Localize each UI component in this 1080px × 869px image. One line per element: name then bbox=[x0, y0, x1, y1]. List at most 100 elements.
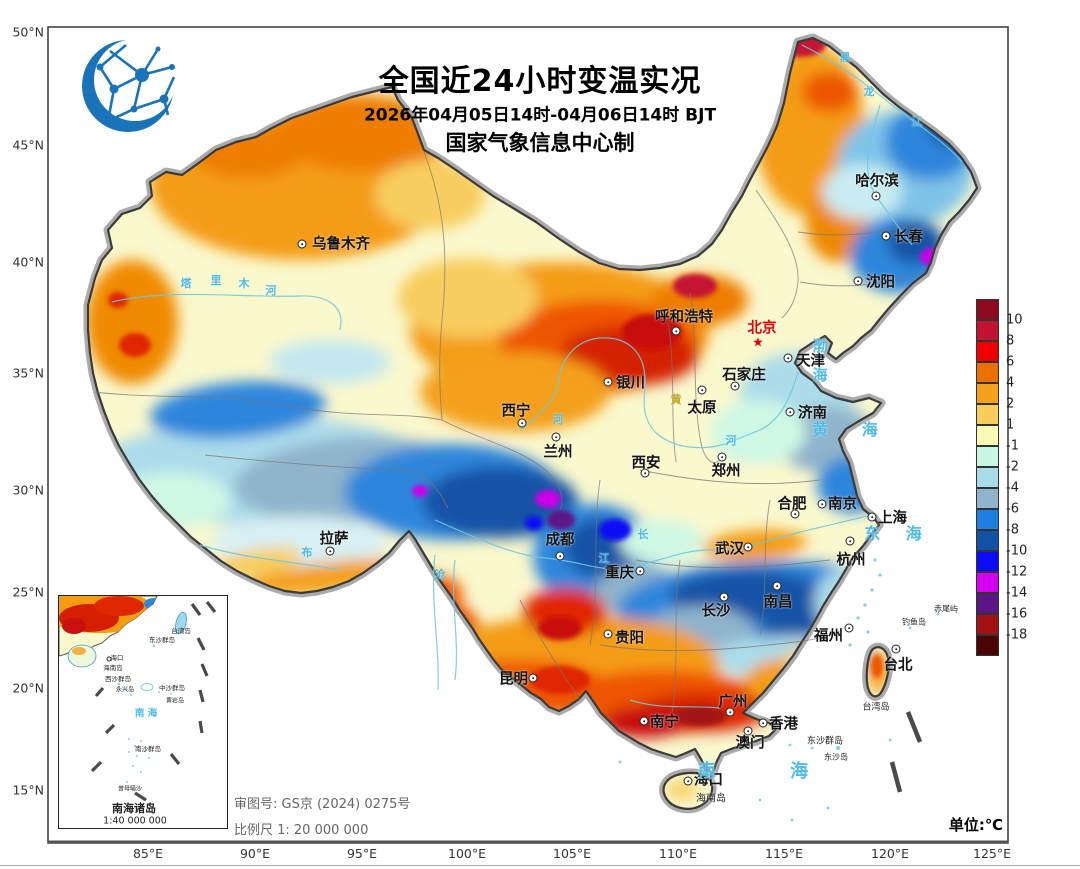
city-dot-marker bbox=[785, 407, 795, 417]
city-dot-marker bbox=[783, 353, 793, 363]
legend-tick-label: -1 bbox=[1006, 438, 1019, 454]
city-dot-marker bbox=[817, 499, 827, 509]
city-label: 武汉 bbox=[715, 541, 744, 558]
legend-tick-label: -8 bbox=[1006, 522, 1019, 538]
city-label: 上海 bbox=[878, 510, 907, 527]
city-label: 太原 bbox=[687, 400, 717, 417]
lat-tick-label: 25°N bbox=[12, 584, 44, 600]
lon-tick-label: 125°E bbox=[972, 846, 1012, 861]
lat-tick-label: 30°N bbox=[12, 482, 44, 498]
island-label: 东沙群岛 bbox=[806, 736, 844, 747]
city-label: 昆明 bbox=[499, 671, 528, 688]
page-title: 全国近24小时变温实况 bbox=[378, 64, 702, 99]
legend-tick-label: 2 bbox=[1006, 396, 1015, 412]
legend-color-cell bbox=[976, 551, 999, 572]
city-dot-marker bbox=[891, 644, 901, 654]
city-label: 合肥 bbox=[777, 496, 807, 513]
legend-color-cell bbox=[976, 635, 999, 656]
river-label-char: 塔 bbox=[180, 277, 192, 290]
legend-tick-label: -16 bbox=[1006, 606, 1028, 622]
city-label: 长春 bbox=[894, 229, 923, 246]
lat-tick-label: 45°N bbox=[12, 137, 44, 153]
island-label: 钓鱼岛 bbox=[902, 617, 926, 627]
inset-island-label: 台湾岛 bbox=[171, 627, 191, 635]
city-dot-marker bbox=[683, 776, 693, 786]
inset-island-label: 东沙群岛 bbox=[149, 636, 175, 644]
city-label: 天津 bbox=[796, 353, 825, 370]
city-dot-marker bbox=[719, 592, 729, 602]
city-label: 台北 bbox=[883, 657, 913, 674]
city-dot-marker bbox=[551, 432, 561, 442]
south-china-sea-inset: 南海诸岛 1:40 000 000 台湾岛 东沙群岛 海口 海南岛 西沙群岛 永兴岛 中沙群… bbox=[58, 595, 228, 829]
river-label-char: 黑 bbox=[839, 51, 851, 64]
legend-color-cell bbox=[976, 341, 999, 362]
river-label-char: 里 bbox=[210, 274, 222, 287]
legend-tick-label: 6 bbox=[1006, 354, 1015, 370]
city-label: 呼和浩特 bbox=[655, 309, 713, 326]
inset-island-label: 西沙群岛 bbox=[105, 675, 131, 683]
city-label: 杭州 bbox=[836, 552, 866, 569]
legend-tick-label: -18 bbox=[1006, 627, 1028, 643]
city-label: 兰州 bbox=[543, 444, 573, 461]
city-label: 银川 bbox=[616, 375, 645, 392]
city-label: 南宁 bbox=[650, 714, 679, 731]
lat-tick-label: 20°N bbox=[12, 680, 44, 696]
city-dot-marker bbox=[528, 673, 538, 683]
legend-color-cell bbox=[976, 446, 999, 467]
city-label: 广州 bbox=[718, 694, 748, 711]
lon-tick-label: 90°E bbox=[239, 846, 271, 861]
sea-label: 渤海 bbox=[810, 338, 829, 396]
legend-color-cell bbox=[976, 383, 999, 404]
legend-tick-label: 8 bbox=[1006, 333, 1015, 349]
lon-tick-label: 95°E bbox=[346, 846, 378, 861]
city-label: 香港 bbox=[769, 716, 798, 733]
city-label: 乌鲁木齐 bbox=[312, 236, 370, 253]
legend-color-cell bbox=[976, 425, 999, 446]
island-label: 东沙岛 bbox=[824, 752, 848, 762]
lat-tick-label: 40°N bbox=[12, 254, 44, 270]
legend-tick-label: 10 bbox=[1006, 312, 1023, 328]
lat-tick-label: 35°N bbox=[12, 365, 44, 381]
river-label-char: 河 bbox=[265, 284, 277, 297]
legend-color-cell bbox=[976, 467, 999, 488]
river-label-char: 河 bbox=[552, 413, 564, 426]
city-dot-marker bbox=[555, 551, 565, 561]
city-label: 长沙 bbox=[701, 603, 731, 620]
map-scale: 比例尺 1: 20 000 000 bbox=[234, 823, 369, 838]
city-dot-marker bbox=[697, 385, 707, 395]
city-label: 重庆 bbox=[605, 565, 634, 582]
city-dot-marker bbox=[881, 231, 891, 241]
inset-island-label: 曾母暗沙 bbox=[117, 785, 143, 793]
legend-color-cell bbox=[976, 593, 999, 614]
legend-tick-label: 4 bbox=[1006, 375, 1015, 391]
sea-label: 东 海 bbox=[864, 524, 932, 543]
lon-tick-label: 110°E bbox=[658, 846, 698, 861]
city-label: 郑州 bbox=[711, 463, 741, 480]
capital-star-marker: ★ bbox=[752, 335, 764, 351]
city-dot-marker bbox=[671, 326, 681, 336]
city-label: 北京 bbox=[747, 320, 777, 337]
city-label: 南昌 bbox=[763, 594, 793, 611]
city-dot-marker bbox=[772, 581, 782, 591]
city-label: 济南 bbox=[798, 405, 827, 422]
city-dot-marker bbox=[639, 716, 649, 726]
city-dot-marker bbox=[743, 726, 753, 736]
sea-label: 黄 海 bbox=[812, 420, 892, 439]
river-label-char: 长 bbox=[637, 528, 649, 541]
city-dot-marker bbox=[844, 623, 854, 633]
sea-label: 南 海 bbox=[697, 761, 843, 782]
city-dot-marker bbox=[325, 546, 335, 556]
inset-island-label: 南 海 bbox=[134, 708, 158, 719]
page-credit: 国家气象信息中心制 bbox=[445, 131, 635, 155]
coastal-island-dots bbox=[618, 558, 940, 822]
river-label-char: 黄 bbox=[670, 393, 682, 406]
cma-logo bbox=[82, 39, 176, 132]
city-label: 石家庄 bbox=[722, 367, 766, 384]
nine-dash-line bbox=[889, 711, 923, 793]
island-label: 台湾岛 bbox=[862, 702, 890, 713]
city-dot-marker bbox=[730, 381, 740, 391]
city-dot-marker bbox=[790, 509, 800, 519]
lat-tick-label: 50°N bbox=[12, 24, 44, 40]
